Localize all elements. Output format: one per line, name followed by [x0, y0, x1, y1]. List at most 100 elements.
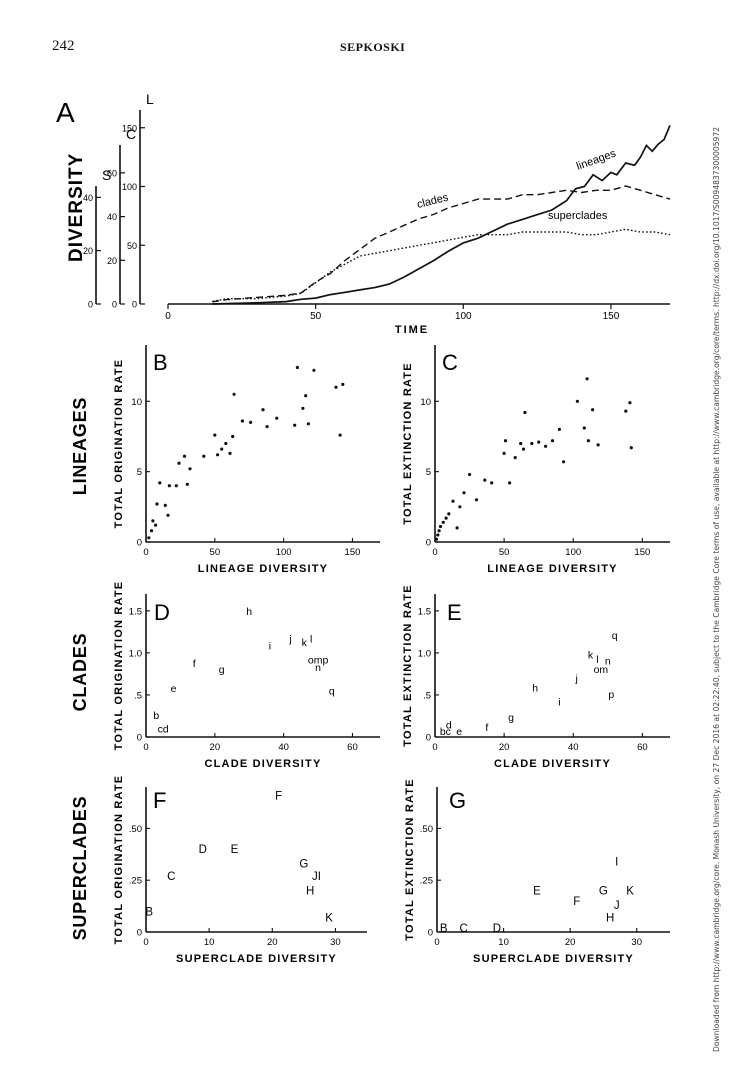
panel-c-point-24: [544, 444, 548, 448]
panel-e-point-i: i: [558, 697, 560, 709]
panel-g-x-tick-label: 0: [434, 937, 439, 948]
panel-c-y-tick-label: 0: [426, 538, 431, 549]
panel-f-x-tick-label: 0: [143, 937, 148, 948]
panel-b-point-21: [232, 392, 236, 396]
panel-e-point-g: g: [508, 712, 514, 724]
panel-c-point-34: [624, 409, 628, 413]
panel-c-point-18: [513, 456, 517, 460]
y-axis-letter-c: C: [126, 126, 136, 142]
panel-d-x-axis-title: CLADE DIVERSITY: [204, 758, 321, 770]
series-line-clades: [212, 185, 671, 303]
panel-f-y-tick-label: .25: [129, 876, 142, 887]
panel-b-point-20: [231, 434, 235, 439]
panel-c-y-tick-label: 10: [420, 397, 431, 408]
panel-c-y-axis-title: TOTAL EXTINCTION RATE: [402, 362, 414, 525]
panel-letter-f: F: [153, 788, 166, 813]
panel-g-y-tick-label: .50: [420, 824, 433, 835]
panel-c-point-0: [434, 537, 438, 541]
panel-e-point-l: l: [596, 654, 598, 666]
series-line-lineages: [212, 125, 671, 305]
panel-f-y-tick-label: .50: [129, 824, 142, 835]
panel-b-x-tick-label: 150: [345, 547, 361, 558]
y-tick-label: 20: [107, 256, 117, 266]
panel-b-point-11: [182, 454, 187, 458]
panel-f-point-e: E: [231, 844, 239, 856]
panel-b-point-32: [312, 368, 316, 372]
panel-f-y-tick-label: 0: [137, 928, 142, 939]
panel-b-y-tick-label: 10: [131, 397, 142, 408]
panel-b-point-25: [265, 425, 269, 429]
panel-c-point-17: [508, 481, 512, 485]
y-tick-label: 60: [107, 168, 117, 178]
panel-letter-g: G: [449, 788, 466, 813]
panel-b-point-0: [147, 536, 151, 540]
panel-c-point-5: [444, 516, 448, 520]
panel-b-point-28: [295, 365, 299, 370]
panel-g-point-d: D: [493, 923, 501, 935]
panel-c-x-tick-label: 0: [432, 547, 437, 558]
page-number: 242: [52, 38, 75, 54]
panel-f-point-c: C: [167, 871, 175, 883]
x-tick-label: 150: [603, 311, 620, 322]
panel-e-y-tick-label: 0: [426, 733, 431, 744]
panel-c-point-12: [474, 498, 479, 502]
panel-letter-a: A: [56, 97, 75, 128]
panel-f-x-axis-title: SUPERCLADE DIVERSITY: [176, 953, 337, 965]
panel-g-point-e: E: [533, 886, 541, 898]
panel-b-point-5: [158, 481, 162, 485]
panel-g-point-i: I: [615, 857, 618, 869]
panel-c-point-3: [438, 524, 443, 529]
panel-d-point-j: j: [288, 634, 291, 646]
panel-c-point-13: [483, 478, 487, 482]
y-tick-label: 0: [88, 300, 93, 310]
panel-d-x-tick-label: 0: [143, 742, 148, 753]
panel-c-point-10: [462, 491, 466, 495]
panel-b-point-17: [220, 447, 224, 451]
panel-d-x-tick-label: 60: [347, 742, 358, 753]
panel-c-point-6: [447, 512, 451, 516]
panel-c-y-tick-label: 5: [426, 467, 431, 478]
y-axis-title-diversity: DIVERSITY: [66, 153, 87, 262]
panel-e-point-j: j: [575, 673, 578, 685]
panel-g-x-tick-label: 10: [498, 937, 509, 948]
panel-f-point-k: K: [325, 913, 333, 925]
panel-f-x-tick-label: 10: [204, 937, 215, 948]
x-tick-label: 100: [455, 311, 472, 322]
y-axis-letter-l: L: [146, 91, 154, 107]
panel-e-x-tick-label: 0: [432, 742, 437, 753]
panel-letter-c: C: [442, 350, 458, 375]
panel-g-point-f: F: [573, 896, 580, 908]
panel-g-x-tick-label: 30: [631, 937, 642, 948]
panel-g-point-j: J: [614, 900, 620, 912]
panel-c-point-25: [550, 439, 555, 443]
panel-d-point-f: f: [193, 658, 196, 670]
panel-b-point-14: [202, 454, 206, 458]
y-tick-label: 0: [112, 300, 117, 310]
panel-f-point-ji: JI: [312, 871, 321, 883]
panel-f-point-b: B: [145, 906, 153, 918]
panel-g-y-axis-title: TOTAL EXTINCTION RATE: [404, 778, 416, 941]
panel-c-point-31: [586, 439, 591, 443]
panel-e-y-tick-label: 1.5: [418, 606, 431, 617]
panel-letter-d: D: [154, 600, 170, 625]
download-notice: Downloaded from http://www.cambridge.org…: [712, 126, 721, 1052]
panel-c-point-26: [557, 427, 562, 431]
series-label-lineages: lineages: [575, 147, 618, 172]
panel-c-point-33: [596, 443, 600, 447]
panel-b-point-10: [177, 461, 181, 465]
panel-d-x-tick-label: 20: [210, 742, 221, 753]
x-tick-label: 50: [310, 311, 322, 322]
y-tick-label: 0: [132, 300, 137, 310]
panel-c-point-30: [585, 377, 589, 381]
panel-c-point-8: [455, 526, 459, 530]
panel-e-point-f: f: [485, 722, 488, 734]
panel-b-point-2: [151, 519, 155, 523]
panel-g-y-tick-label: 0: [428, 928, 433, 939]
panel-b-point-6: [163, 503, 167, 507]
panel-d-point-omp: omp: [308, 655, 329, 667]
panel-d-y-tick-label: 0: [137, 733, 142, 744]
panel-c-point-1: [436, 533, 440, 537]
panel-d-x-tick-label: 40: [278, 742, 289, 753]
panel-e-x-tick-label: 60: [637, 742, 648, 753]
